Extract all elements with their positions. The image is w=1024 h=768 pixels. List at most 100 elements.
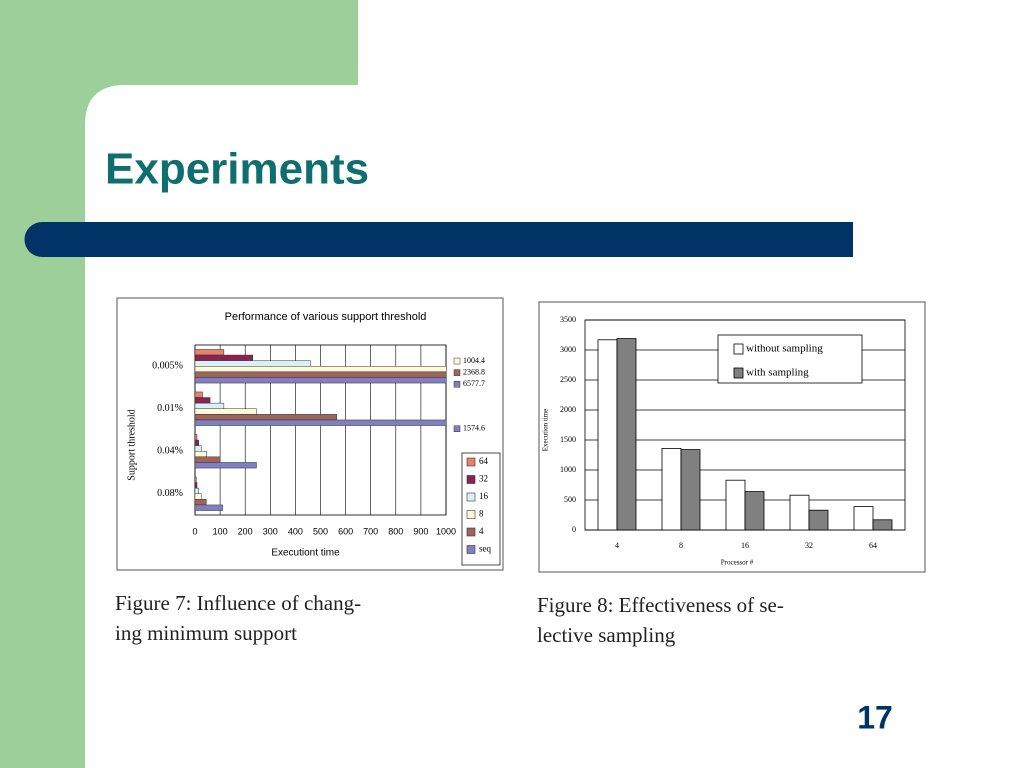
bar (853, 506, 874, 531)
figure-caption: ing minimum support (115, 621, 297, 645)
legend-label: seq (479, 544, 491, 554)
legend-swatch (466, 492, 476, 502)
bar (195, 371, 446, 378)
x-tick-label: 1000 (436, 526, 456, 536)
bar (195, 402, 225, 409)
value-label: 6577.7 (463, 379, 485, 388)
bar (195, 476, 197, 483)
legend-swatch (466, 545, 476, 554)
page-number: 17 (857, 699, 893, 735)
x-tick-label: 400 (288, 526, 303, 536)
bar (195, 391, 203, 398)
x-tick-label: 300 (263, 526, 278, 536)
bar (661, 447, 682, 531)
green-decoration (0, 0, 358, 768)
bar (872, 519, 893, 531)
plot-frame (194, 344, 447, 516)
legend-label: 32 (479, 474, 488, 484)
x-tick-label: 200 (238, 526, 253, 536)
legend-label: with sampling (746, 367, 809, 379)
value-label-swatch (453, 357, 461, 365)
figure-caption: lective sampling (537, 623, 676, 647)
bar (195, 462, 257, 469)
x-tick-label: 700 (363, 526, 378, 536)
y-tick-label: 1000 (560, 465, 576, 474)
y-tick-label: 1500 (560, 435, 576, 444)
bar (195, 408, 257, 415)
bar (195, 451, 207, 458)
legend-swatch (466, 510, 476, 519)
legend-label: 64 (479, 456, 489, 466)
y-tick-label: 0.08% (157, 488, 183, 499)
bar (195, 504, 223, 511)
bar (808, 509, 829, 531)
legend-label: without sampling (746, 343, 823, 355)
bar (195, 499, 207, 506)
legend-swatch (733, 343, 744, 355)
figure-caption: Figure 8: Effectiveness of se- (537, 593, 784, 617)
value-label: 2368.8 (463, 367, 485, 376)
value-label-swatch (453, 425, 461, 432)
bars (195, 349, 446, 511)
figure-caption: Figure 7: Influence of chang- (115, 591, 361, 615)
bar (597, 339, 618, 531)
legend-swatch (466, 475, 476, 484)
bar (195, 354, 253, 361)
x-tick-label: 4 (615, 541, 619, 550)
y-axis-label: Support threshold (126, 409, 137, 480)
bar (680, 449, 701, 531)
legend-swatch (466, 457, 476, 467)
bar (195, 360, 311, 367)
x-tick-label: 800 (388, 526, 403, 536)
legend-swatch (733, 367, 744, 379)
y-tick-label: 0.005% (152, 361, 183, 372)
y-tick-label: 2000 (560, 405, 576, 414)
slide-title: Experiments (105, 145, 369, 194)
bar (195, 349, 225, 356)
legend-label: 4 (479, 526, 484, 536)
x-tick-label: 32 (805, 541, 813, 550)
legend-label: 8 (479, 509, 484, 519)
x-tick-label: 100 (213, 526, 228, 536)
y-tick-label: 0.04% (157, 446, 183, 457)
bar (195, 397, 211, 404)
y-tick-label: 3500 (560, 315, 576, 324)
bar (744, 491, 765, 531)
x-tick-label: 600 (338, 526, 353, 536)
x-axis-label: Processor # (721, 559, 754, 567)
y-tick-label: 0.01% (157, 403, 183, 414)
x-tick-label: 64 (869, 541, 877, 550)
chart-title: Performance of various support threshold (225, 311, 427, 323)
bar (195, 487, 200, 494)
bar (195, 493, 202, 500)
bar (725, 479, 746, 531)
y-tick-label: 2500 (560, 375, 576, 384)
title-bar (24, 222, 854, 257)
legend-swatch (466, 527, 476, 537)
bar (195, 482, 198, 489)
value-label: 1574.6 (463, 424, 485, 433)
chart-frame (116, 297, 504, 571)
bar (195, 366, 446, 373)
y-tick-label: 500 (564, 495, 576, 504)
x-tick-label: 500 (313, 526, 328, 536)
bar (195, 456, 221, 463)
value-label-swatch (453, 381, 461, 388)
x-axis-label: Executiont time (271, 548, 340, 559)
value-label-swatch (453, 369, 461, 376)
bar (616, 338, 637, 531)
x-tick-label: 900 (413, 526, 428, 536)
bar (195, 445, 202, 452)
bar (195, 419, 446, 426)
x-tick-label: 16 (741, 541, 749, 550)
y-tick-label: 0 (572, 525, 576, 534)
bar (195, 377, 446, 384)
bar (195, 434, 198, 441)
bar (789, 494, 810, 531)
value-label: 1004.4 (463, 356, 485, 365)
y-tick-label: 3000 (560, 345, 576, 354)
x-tick-label: 8 (679, 541, 683, 550)
bar (195, 439, 200, 446)
